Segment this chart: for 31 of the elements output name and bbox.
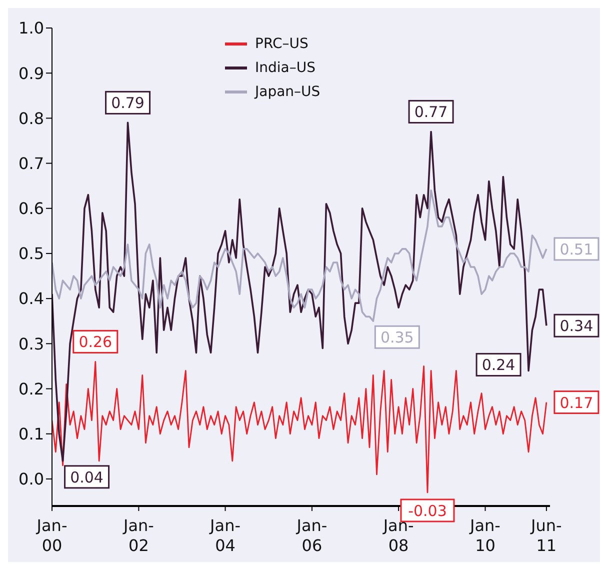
x-tick-label: Jan-02 xyxy=(122,516,154,555)
annotation: 0.24 xyxy=(482,356,516,374)
annotation: 0.77 xyxy=(414,103,448,122)
line-series xyxy=(52,122,548,462)
y-tick-label: 0.9 xyxy=(18,64,44,83)
y-tick-label: 0.5 xyxy=(18,244,44,264)
annotation: 0.51 xyxy=(560,240,594,258)
x-tick-label: Jun-11 xyxy=(530,516,562,555)
annotation: 0.34 xyxy=(560,317,594,336)
annotation: 0.35 xyxy=(380,328,414,347)
y-tick-label: 0.4 xyxy=(18,289,44,308)
legend-label: India–US xyxy=(255,59,316,78)
y-tick-label: 0.1 xyxy=(18,424,44,444)
y-tick-label: 0.8 xyxy=(18,108,44,128)
x-tick-label: Jan-00 xyxy=(36,516,68,555)
annotation: 0.26 xyxy=(78,333,112,352)
annotation: 0.04 xyxy=(70,468,104,486)
line-series xyxy=(52,189,548,322)
y-tick-label: 0.3 xyxy=(18,334,44,354)
legend-label: PRC–US xyxy=(255,35,308,54)
y-tick-label: 1.0 xyxy=(18,18,44,38)
y-tick-label: 0.0 xyxy=(18,470,44,489)
legend-label: Japan–US xyxy=(255,83,320,102)
annotation: 0.17 xyxy=(560,394,594,412)
y-tick-label: 0.2 xyxy=(18,379,44,398)
y-tick-label: 0.7 xyxy=(18,154,44,173)
x-tick-label: Jan-04 xyxy=(209,516,240,555)
x-tick-label: Jan-10 xyxy=(469,516,500,555)
y-tick-label: 0.6 xyxy=(18,199,44,218)
x-tick-label: Jan-06 xyxy=(296,516,328,555)
annotation: 0.79 xyxy=(111,94,144,112)
